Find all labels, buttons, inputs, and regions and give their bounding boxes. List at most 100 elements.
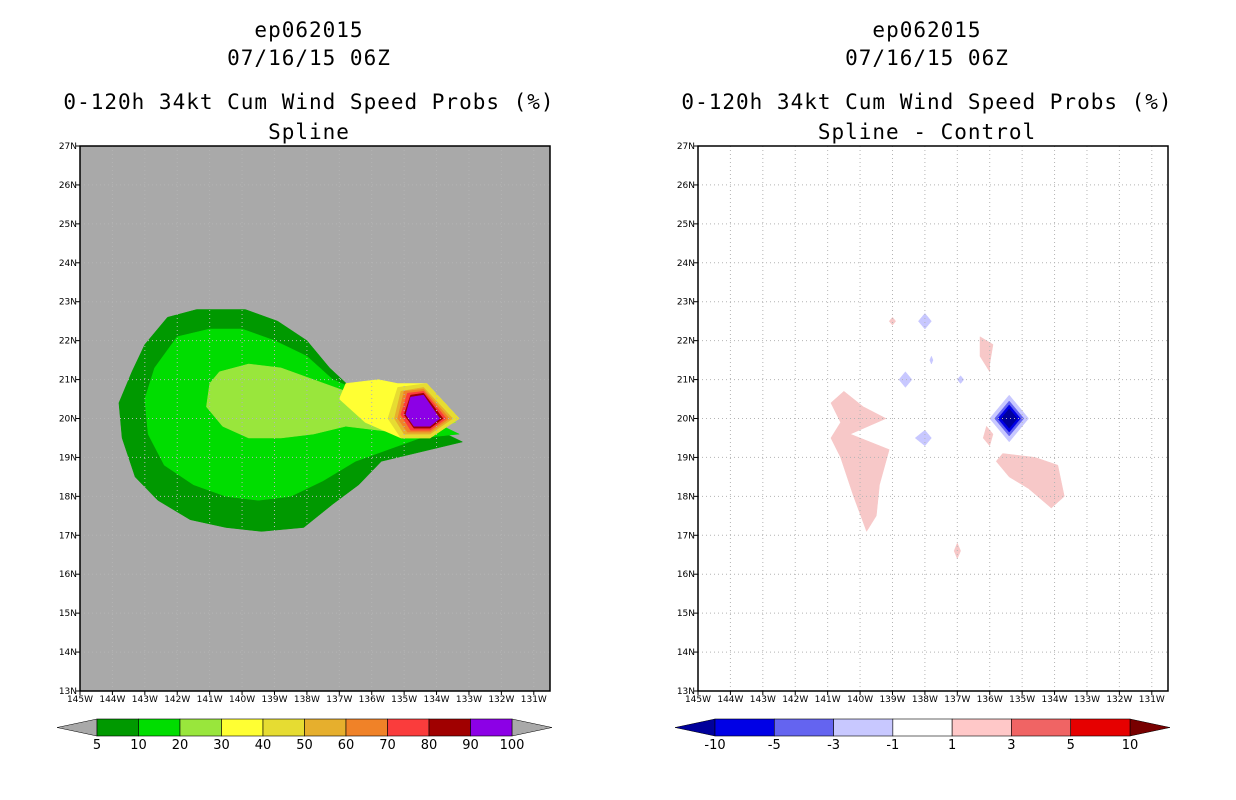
y-tick-label: 27N — [677, 142, 695, 152]
colorbar-swatch — [387, 718, 430, 737]
x-tick-label: 140W — [847, 695, 873, 705]
x-tick-label: 143W — [750, 695, 776, 705]
colorbar-swatch — [138, 718, 181, 737]
colorbar-left-arrow — [674, 718, 716, 737]
y-tick-label: 14N — [59, 648, 77, 658]
colorbar-swatch — [773, 718, 834, 737]
colorbar-swatch — [833, 718, 894, 737]
y-tick-label: 19N — [677, 453, 695, 463]
x-tick-label: 145W — [685, 695, 711, 705]
wind-prob-diff-chart: 145W 144W 143W 142W 141W 140W 139W 138W 137W 136W… — [674, 142, 1171, 753]
y-tick-label: 24N — [677, 259, 695, 269]
contour-1 — [982, 426, 994, 447]
colorbar-swatch — [428, 718, 471, 737]
y-tick-label: 13N — [677, 687, 695, 697]
colorbar-right-arrow — [1129, 718, 1171, 737]
colorbar-label: 60 — [338, 738, 355, 753]
x-tick-label: 141W — [197, 695, 223, 705]
y-tick-label: 17N — [677, 531, 695, 541]
y-tick-label: 14N — [677, 648, 695, 658]
x-tick-label: 131W — [1139, 695, 1165, 705]
colorbar-swatch — [1070, 718, 1131, 737]
y-tick-label: 22N — [59, 337, 77, 347]
x-tick-label: 137W — [944, 695, 970, 705]
colorbar-swatch — [345, 718, 388, 737]
y-tick-label: 27N — [59, 142, 77, 152]
colorbar-label: 100 — [500, 738, 525, 753]
x-tick-label: 137W — [326, 695, 352, 705]
colorbar-label: 10 — [1122, 738, 1139, 753]
y-tick-label: 22N — [677, 337, 695, 347]
colorbar-label: 3 — [1007, 738, 1015, 753]
contour-90 — [405, 394, 441, 427]
x-tick-label: 135W — [1009, 695, 1035, 705]
y-tick-label: 15N — [677, 609, 695, 619]
colorbar-label: -5 — [768, 738, 781, 753]
colorbar-label: 40 — [255, 738, 272, 753]
colorbar-label: 5 — [1067, 738, 1075, 753]
colorbar-left-arrow — [56, 718, 98, 737]
contour-1 — [888, 317, 896, 326]
colorbar-swatch — [951, 718, 1012, 737]
storm-id-title: ep062015 — [872, 18, 982, 42]
x-tick-label: 142W — [782, 695, 808, 705]
colorbar-right-arrow — [511, 718, 553, 737]
colorbar-label: 5 — [93, 738, 101, 753]
contour-neg1 — [957, 375, 965, 384]
y-tick-label: 26N — [677, 181, 695, 191]
y-tick-label: 13N — [59, 687, 77, 697]
x-tick-label: 143W — [132, 695, 158, 705]
colorbar-swatch — [470, 718, 513, 737]
x-tick-label: 139W — [261, 695, 287, 705]
x-tick-label: 131W — [521, 695, 547, 705]
contour-1 — [995, 453, 1065, 509]
x-tick-label: 139W — [879, 695, 905, 705]
y-tick-label: 18N — [59, 492, 77, 502]
y-tick-label: 23N — [677, 298, 695, 308]
chart-subtitle: Spline - Control — [817, 120, 1037, 144]
contour-neg10 — [1000, 408, 1018, 429]
colorbar-label: 10 — [130, 738, 147, 753]
colorbar-swatch — [262, 718, 305, 737]
colorbar-swatch — [179, 718, 222, 737]
plot-background — [698, 146, 1168, 691]
colorbar-label: -10 — [704, 738, 725, 753]
y-tick-label: 16N — [677, 570, 695, 580]
y-tick-label: 21N — [677, 376, 695, 386]
y-tick-label: 16N — [59, 570, 77, 580]
colorbar-label: 90 — [462, 738, 479, 753]
y-tick-label: 26N — [59, 181, 77, 191]
chart-subtitle: Spline — [268, 120, 350, 144]
colorbar-label: 80 — [421, 738, 438, 753]
y-tick-label: 15N — [59, 609, 77, 619]
colorbar-swatch — [96, 718, 139, 737]
x-tick-label: 133W — [1074, 695, 1100, 705]
y-tick-label: 21N — [59, 376, 77, 386]
storm-id-title: ep062015 — [254, 18, 364, 42]
contour-neg1 — [929, 355, 934, 365]
colorbar-swatch — [304, 718, 347, 737]
x-tick-label: 133W — [456, 695, 482, 705]
y-tick-label: 17N — [59, 531, 77, 541]
contour-neg1 — [914, 429, 932, 447]
y-tick-label: 20N — [677, 415, 695, 425]
x-tick-label: 134W — [1042, 695, 1068, 705]
colorbar-label: -3 — [827, 738, 840, 753]
datetime-title: 07/16/15 06Z — [845, 46, 1009, 70]
x-tick-label: 142W — [164, 695, 190, 705]
colorbar-swatch — [892, 718, 953, 737]
x-tick-label: 144W — [99, 695, 125, 705]
contour-1 — [979, 336, 994, 373]
y-tick-label: 25N — [677, 220, 695, 230]
y-tick-label: 25N — [59, 220, 77, 230]
colorbar-label: 20 — [172, 738, 189, 753]
y-tick-label: 20N — [59, 415, 77, 425]
x-tick-label: 138W — [294, 695, 320, 705]
y-tick-label: 18N — [677, 492, 695, 502]
y-tick-label: 19N — [59, 453, 77, 463]
x-tick-label: 145W — [67, 695, 93, 705]
x-tick-label: 140W — [229, 695, 255, 705]
left-panel: ep062015 07/16/15 06Z 0-120h 34kt Cum Wi… — [56, 18, 554, 753]
colorbar-swatch — [714, 718, 775, 737]
x-tick-label: 136W — [359, 695, 385, 705]
